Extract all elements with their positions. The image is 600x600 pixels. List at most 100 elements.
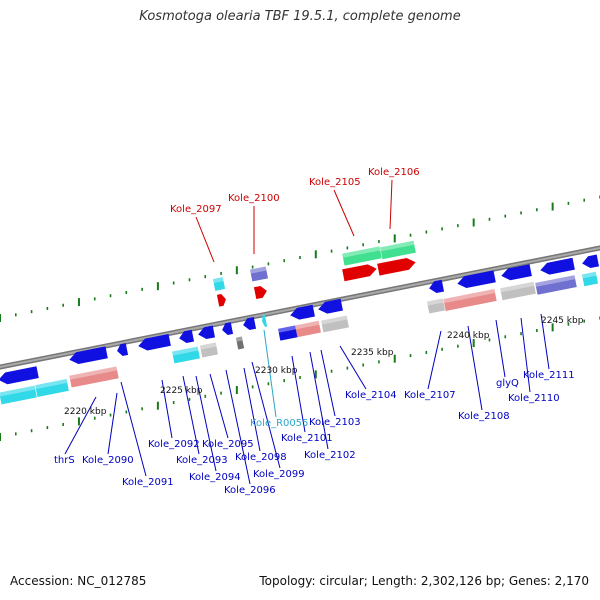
gene-arrow[interactable]	[178, 329, 195, 344]
gene-arrow[interactable]	[500, 264, 532, 282]
feature-box[interactable]	[535, 275, 577, 295]
gene-arrow[interactable]	[221, 322, 234, 336]
gene-label[interactable]: Kole_2090	[82, 455, 134, 466]
gene-label[interactable]: Kole_2092	[148, 439, 200, 450]
feature-box[interactable]	[321, 315, 349, 333]
gene-label[interactable]: Kole_2102	[304, 450, 356, 461]
feature-box[interactable]	[0, 385, 37, 405]
genes	[0, 240, 600, 405]
feature-box-highlight	[172, 346, 199, 356]
gene-arrow[interactable]	[428, 279, 445, 294]
accession-text: Accession: NC_012785	[10, 574, 147, 588]
feature-box[interactable]	[249, 266, 269, 282]
label-leader-line	[389, 179, 393, 230]
gene-arrow[interactable]	[116, 343, 129, 357]
gene-label[interactable]: Kole_2103	[309, 417, 361, 428]
gene-arrow[interactable]	[289, 304, 315, 321]
gene-label[interactable]: Kole_2107	[404, 390, 456, 401]
feature-box[interactable]	[172, 346, 200, 364]
gene-arrow[interactable]	[137, 334, 171, 352]
feature-box[interactable]	[342, 246, 382, 266]
gene-arrow[interactable]	[456, 270, 496, 289]
label-leader-line	[64, 396, 97, 455]
gene-label[interactable]: Kole_2099	[253, 469, 305, 480]
feature-box-highlight	[199, 342, 217, 350]
gene-label[interactable]: Kole_2106	[368, 167, 420, 178]
label-leader-line	[320, 349, 336, 417]
feature-box[interactable]	[380, 240, 416, 260]
gene-arrow[interactable]	[539, 257, 575, 276]
gene-arrow[interactable]	[197, 325, 216, 341]
feature-box-highlight	[278, 325, 297, 333]
gene-label[interactable]: Kole_2098	[235, 452, 287, 463]
gene-label[interactable]: Kole_2095	[202, 439, 254, 450]
feature-box[interactable]	[212, 277, 226, 291]
gene-label[interactable]: Kole_2097	[170, 204, 222, 215]
feature-box-highlight	[321, 315, 348, 325]
gene-label[interactable]: Kole_2093	[176, 455, 228, 466]
label-leader-line	[291, 355, 306, 433]
gene-arrow[interactable]	[261, 314, 268, 328]
gene-label[interactable]: Kole_2096	[224, 485, 276, 496]
gene-label[interactable]: Kole_2101	[281, 433, 333, 444]
feature-box[interactable]	[69, 366, 119, 388]
feature-box-highlight	[249, 266, 267, 274]
scale-label: 2225 kbp	[160, 386, 203, 396]
label-leader-line	[209, 373, 229, 439]
label-leader-line	[195, 375, 217, 472]
gene-arrow[interactable]	[216, 293, 227, 307]
gene-arrow[interactable]	[242, 316, 257, 331]
gene-label[interactable]: thrS	[54, 455, 75, 466]
label-leader-line	[495, 319, 506, 378]
gene-label[interactable]: Kole_2104	[345, 390, 397, 401]
genome-summary-text: Topology: circular; Length: 2,302,126 bp…	[259, 574, 589, 588]
label-leader-line	[427, 330, 442, 390]
label-leader-line	[107, 392, 118, 455]
gene-arrow[interactable]	[377, 256, 417, 276]
feature-box-highlight	[212, 277, 224, 284]
feature-box[interactable]	[199, 342, 219, 358]
gene-label[interactable]: Kole_2091	[122, 477, 174, 488]
gene-arrow[interactable]	[317, 298, 343, 315]
feature-box[interactable]	[278, 325, 298, 341]
label-leader-line	[161, 379, 173, 439]
label-leader-line	[467, 325, 483, 411]
scale-label: 2245 kbp	[541, 316, 584, 326]
label-leader-line	[263, 329, 277, 418]
gene-label[interactable]: Kole_R0055	[250, 418, 309, 429]
gene-label[interactable]: Kole_2105	[309, 177, 361, 188]
gene-arrow[interactable]	[0, 366, 39, 386]
feature-box[interactable]	[581, 271, 599, 287]
gene-label[interactable]: Kole_2100	[228, 193, 280, 204]
gene-arrow[interactable]	[253, 285, 268, 300]
feature-box[interactable]	[35, 379, 69, 397]
feature-box[interactable]	[426, 298, 446, 314]
feature-box[interactable]	[500, 281, 536, 301]
scale-label: 2220 kbp	[64, 407, 107, 417]
gene-arrow[interactable]	[581, 254, 600, 270]
feature-box[interactable]	[295, 320, 321, 338]
gene-label[interactable]: Kole_2108	[458, 411, 510, 422]
gene-label[interactable]: glyQ	[496, 378, 519, 389]
label-leader-line	[243, 367, 261, 452]
tick-marks	[0, 195, 600, 441]
label-leader-line	[309, 351, 329, 450]
feature-box-highlight	[0, 385, 36, 397]
feature-box-highlight	[426, 298, 444, 306]
feature-box-highlight	[235, 336, 243, 342]
feature-box[interactable]	[235, 336, 245, 350]
scale-label: 2240 kbp	[447, 331, 490, 341]
gene-label[interactable]: Kole_2111	[523, 370, 575, 381]
feature-box-highlight	[380, 240, 415, 252]
feature-box[interactable]	[443, 289, 497, 311]
gene-label[interactable]: Kole_2110	[508, 393, 560, 404]
gene-label[interactable]: Kole_2094	[189, 472, 241, 483]
label-lines	[64, 179, 550, 485]
label-leader-line	[251, 361, 281, 469]
feature-box-highlight	[295, 320, 320, 330]
gene-arrow[interactable]	[342, 263, 378, 282]
label-leader-line	[339, 345, 367, 390]
gene-arrow[interactable]	[68, 346, 108, 365]
label-leader-line	[120, 381, 147, 477]
